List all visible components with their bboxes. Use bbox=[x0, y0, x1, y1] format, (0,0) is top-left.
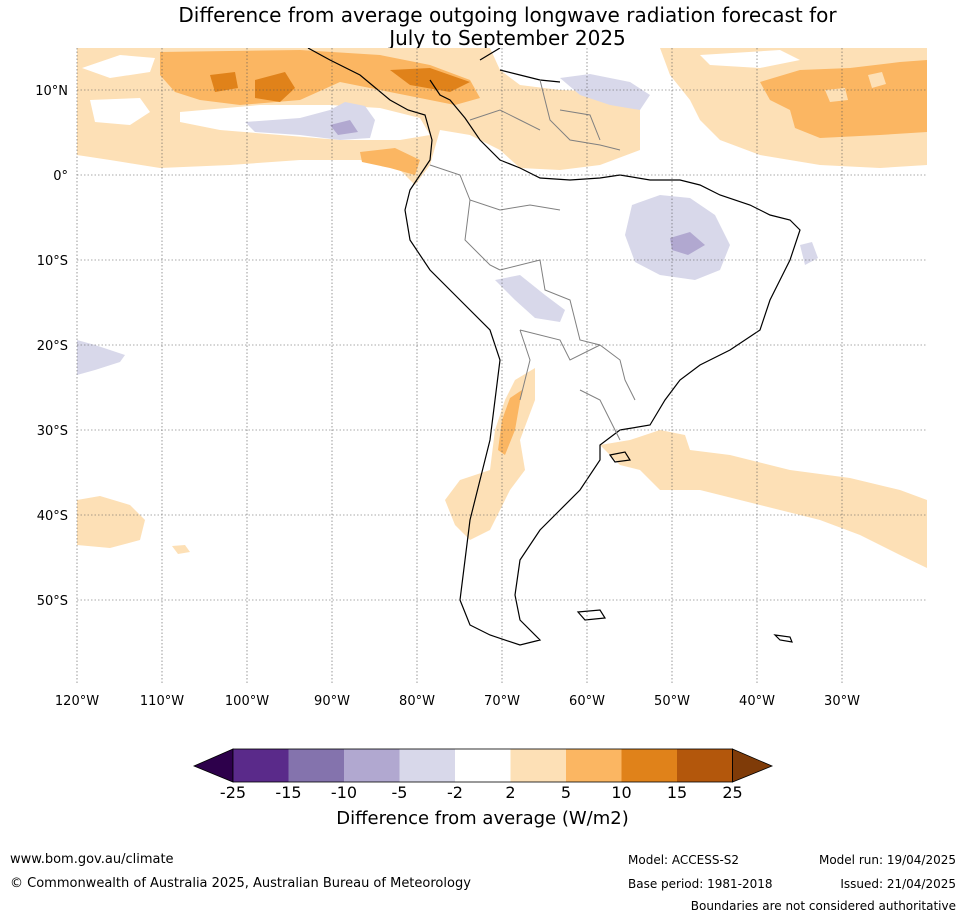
chart-title: Difference from average outgoing longwav… bbox=[0, 4, 965, 50]
legend-tick: 25 bbox=[722, 783, 742, 802]
graticule bbox=[76, 48, 927, 685]
legend-tick: 5 bbox=[561, 783, 571, 802]
anomaly-region-positive bbox=[255, 72, 295, 102]
legend-arrow-high bbox=[732, 748, 774, 783]
anomaly-region-positive bbox=[600, 430, 927, 568]
anomaly-region-negative bbox=[670, 232, 705, 255]
legend-tick: -25 bbox=[220, 783, 246, 802]
legend-tick: -5 bbox=[392, 783, 408, 802]
legend-bin bbox=[621, 749, 677, 782]
longitude-labels: 120°W 110°W 100°W 90°W 80°W 70°W 60°W 50… bbox=[55, 694, 860, 709]
legend-bin bbox=[455, 749, 511, 782]
anomaly-region-positive bbox=[210, 72, 238, 92]
legend-bin bbox=[510, 749, 566, 782]
lon-label: 40°W bbox=[739, 694, 775, 709]
legend-bin bbox=[233, 749, 289, 782]
legend-title: Difference from average (W/m2) bbox=[336, 808, 629, 829]
legend-tick: -15 bbox=[275, 783, 301, 802]
base-period: Base period: 1981-2018 bbox=[628, 877, 773, 891]
model-name: Model: ACCESS-S2 bbox=[628, 853, 740, 867]
coastline bbox=[608, 451, 632, 463]
coastline bbox=[576, 609, 607, 621]
copyright-notice: © Commonwealth of Australia 2025, Austra… bbox=[10, 876, 471, 891]
country-border bbox=[429, 79, 636, 441]
anomaly-region-positive bbox=[498, 390, 522, 455]
lon-label: 80°W bbox=[399, 694, 435, 709]
anomaly-field bbox=[77, 48, 927, 568]
lon-label: 110°W bbox=[140, 694, 184, 709]
legend-tick: 10 bbox=[611, 783, 631, 802]
legend-bin bbox=[566, 749, 622, 782]
legend-bin bbox=[288, 749, 344, 782]
legend-tick: 2 bbox=[505, 783, 515, 802]
lat-label: 10°S bbox=[37, 254, 68, 269]
anomaly-region-neutral bbox=[700, 50, 800, 68]
lon-label: 70°W bbox=[484, 694, 520, 709]
lon-label: 60°W bbox=[569, 694, 605, 709]
lon-label: 90°W bbox=[314, 694, 350, 709]
anomaly-region-positive bbox=[160, 50, 480, 105]
legend-arrow-low bbox=[192, 748, 234, 783]
boundaries-disclaimer: Boundaries are not considered authoritat… bbox=[690, 899, 956, 913]
country-border bbox=[469, 109, 601, 141]
lon-label: 30°W bbox=[824, 694, 860, 709]
lat-label: 20°S bbox=[37, 339, 68, 354]
title-line-2: July to September 2025 bbox=[389, 26, 626, 50]
coastline bbox=[307, 48, 801, 646]
legend-bin bbox=[344, 749, 400, 782]
anomaly-region-negative bbox=[77, 340, 125, 375]
anomaly-region-negative bbox=[800, 242, 818, 265]
legend-tick: 15 bbox=[667, 783, 687, 802]
legend-tick: -2 bbox=[447, 783, 463, 802]
website-link[interactable]: www.bom.gov.au/climate bbox=[10, 852, 174, 867]
forecast-map: 10°N 0° 10°S 20°S 30°S 40°S 50°S 120°W 1… bbox=[35, 48, 927, 709]
legend-tick: -10 bbox=[331, 783, 357, 802]
anomaly-region-positive bbox=[360, 148, 420, 175]
anomaly-region-neutral bbox=[90, 98, 150, 125]
border-layer bbox=[429, 79, 636, 441]
anomaly-region-neutral bbox=[82, 55, 155, 78]
issued-date: Issued: 21/04/2025 bbox=[840, 877, 956, 891]
model-run-date: Model run: 19/04/2025 bbox=[818, 853, 956, 867]
anomaly-region-negative bbox=[560, 74, 650, 110]
lat-label: 30°S bbox=[37, 424, 68, 439]
lat-label: 40°S bbox=[37, 509, 68, 524]
lon-label: 100°W bbox=[225, 694, 269, 709]
title-line-1: Difference from average outgoing longwav… bbox=[178, 3, 837, 27]
anomaly-region-negative bbox=[495, 275, 565, 322]
anomaly-region-positive bbox=[172, 545, 190, 554]
latitude-labels: 10°N 0° 10°S 20°S 30°S 40°S 50°S bbox=[35, 84, 68, 609]
anomaly-region-positive bbox=[77, 496, 145, 548]
coastline-layer bbox=[307, 48, 801, 646]
legend-bin bbox=[677, 749, 733, 782]
anomaly-region-negative bbox=[330, 120, 358, 135]
legend-bin bbox=[399, 749, 455, 782]
lat-label: 0° bbox=[53, 169, 68, 184]
lat-label: 10°N bbox=[35, 84, 68, 99]
coastline bbox=[773, 634, 793, 643]
lat-label: 50°S bbox=[37, 594, 68, 609]
coastline bbox=[479, 48, 561, 83]
anomaly-region-neutral bbox=[868, 72, 886, 88]
lon-label: 120°W bbox=[55, 694, 99, 709]
lon-label: 50°W bbox=[654, 694, 690, 709]
